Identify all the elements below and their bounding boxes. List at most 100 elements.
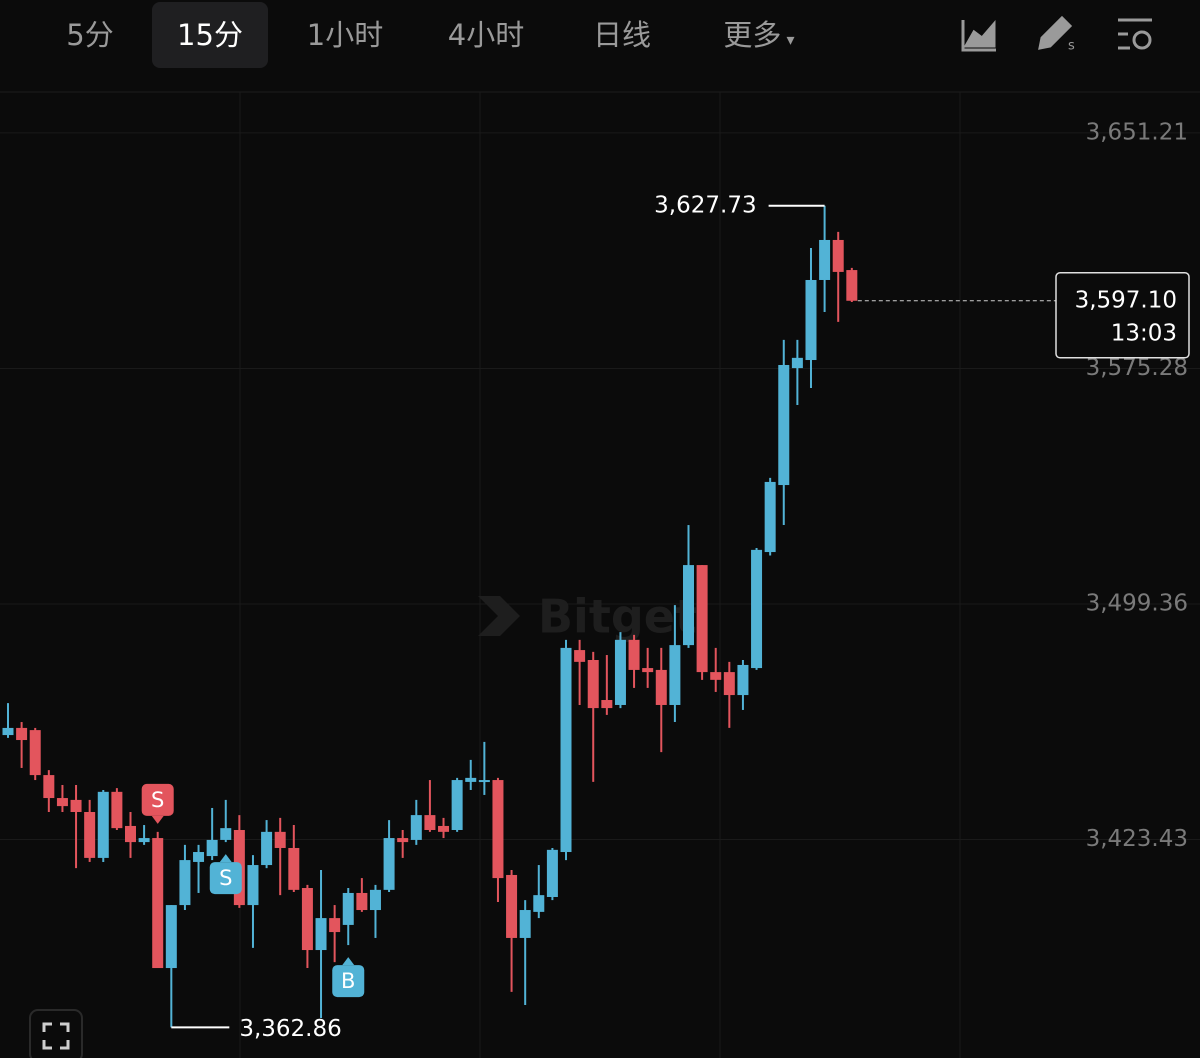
y-tick-label: 3,651.21 — [1086, 119, 1188, 145]
candle-body — [70, 799, 82, 813]
candle-body — [43, 775, 55, 799]
candle-body — [397, 838, 409, 843]
candle-body — [342, 892, 354, 925]
tab-label: 日线 — [592, 18, 651, 52]
candle-body — [533, 895, 545, 912]
candle-body — [165, 905, 177, 969]
candle-body — [16, 727, 28, 741]
candle-body — [478, 780, 490, 783]
candle-body — [546, 849, 558, 897]
candle-body — [642, 668, 654, 673]
y-tick-label: 3,499.36 — [1086, 590, 1188, 616]
countdown: 13:03 — [1111, 320, 1177, 346]
candle-body — [451, 780, 463, 830]
candle-body — [288, 847, 300, 890]
candles — [2, 205, 858, 1028]
candle-body — [614, 639, 626, 705]
timeframe-tab[interactable]: 日线 — [576, 2, 668, 68]
y-tick-label: 3,423.43 — [1086, 826, 1188, 852]
trade-marker-pointer — [151, 815, 164, 824]
timeframe-tab[interactable]: 4小时 — [430, 2, 542, 68]
low-label: 3,362.86 — [239, 1016, 341, 1042]
candle-body — [506, 874, 518, 938]
tab-label: 4小时 — [447, 18, 525, 52]
candle-body — [751, 549, 763, 669]
dropdown-arrow: ▾ — [781, 30, 795, 49]
candle-body — [369, 889, 381, 911]
candle-body — [329, 918, 341, 933]
candle-body — [410, 815, 422, 840]
timeframe-tab[interactable]: 更多 ▾ — [700, 2, 818, 68]
tab-label: 1小时 — [306, 18, 384, 52]
candle-body — [261, 831, 273, 866]
trade-marker-label: S — [219, 866, 232, 890]
candle-body — [56, 798, 68, 807]
trade-marker-pointer — [342, 957, 355, 966]
candle-body — [84, 812, 96, 858]
candle-body — [832, 239, 844, 272]
draw-icon[interactable]: s — [1038, 15, 1075, 54]
candle-body — [764, 481, 776, 553]
candle-body — [560, 647, 572, 853]
candle-body — [492, 780, 504, 879]
settings-icon[interactable] — [1118, 18, 1152, 50]
fullscreen-button[interactable] — [29, 1009, 83, 1058]
candle-body — [2, 727, 14, 736]
tab-label: 5分 — [66, 18, 114, 52]
candle-body — [220, 828, 232, 840]
candle-body — [628, 639, 640, 670]
candle-body — [655, 669, 667, 705]
candle-body — [247, 865, 259, 906]
candle-body — [179, 860, 191, 906]
last-price-label: 3,597.10 — [1075, 287, 1177, 313]
candle-body — [383, 838, 395, 890]
tab-label: 更多 — [723, 18, 782, 52]
candle-body — [356, 892, 368, 911]
candle-body — [710, 672, 722, 680]
candle-body — [274, 831, 286, 848]
toolbar-icons: s — [961, 15, 1152, 54]
candle-body — [683, 565, 694, 646]
candle-body — [791, 357, 803, 369]
candle-body — [111, 791, 123, 829]
candle-body — [438, 825, 450, 832]
candle-body — [315, 918, 327, 951]
timeframe-tab[interactable]: 5分 — [58, 2, 122, 68]
candle-body — [193, 852, 205, 862]
candle-body — [601, 700, 613, 709]
trade-marker — [209, 862, 242, 895]
tab-label: 15分 — [177, 18, 243, 52]
candle-body — [696, 565, 708, 673]
trade-marker — [141, 783, 174, 816]
candle-body — [206, 839, 218, 857]
candle-body — [819, 239, 831, 280]
candle-body — [737, 664, 749, 696]
timeframe-tab[interactable]: 1小时 — [290, 2, 400, 68]
svg-text:s: s — [1068, 39, 1075, 54]
candle-body — [97, 791, 109, 858]
watermark-logo — [478, 596, 520, 636]
y-tick-label: 3,575.28 — [1086, 355, 1188, 381]
candle-body — [778, 364, 790, 486]
candle-body — [519, 910, 531, 938]
candle-body — [574, 650, 586, 662]
chart-type-icon[interactable] — [961, 19, 996, 52]
candle-body — [669, 645, 681, 705]
candle-body — [805, 279, 817, 361]
candle-body — [124, 825, 136, 843]
trade-marker-label: B — [341, 969, 355, 993]
timeframe-tab[interactable]: 15分 — [152, 2, 268, 68]
candle-body — [29, 730, 41, 776]
candle-body — [465, 777, 477, 782]
toolbar: 5分 15分 1小时 4小时 日线 更多 ▾ — [0, 0, 1200, 72]
last-price-box — [1055, 272, 1190, 359]
candle-body — [301, 888, 313, 951]
trade-marker-label: S — [151, 788, 164, 812]
candle-body — [587, 659, 599, 709]
candle-body — [846, 270, 858, 301]
watermark: Bitget — [538, 590, 697, 644]
trade-marker — [332, 965, 365, 998]
trade-marker-pointer — [219, 854, 232, 863]
